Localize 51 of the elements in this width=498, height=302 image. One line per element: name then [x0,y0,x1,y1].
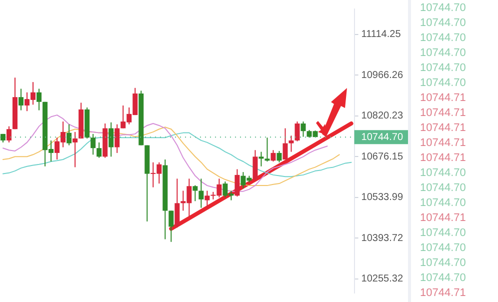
candlestick [264,137,270,162]
y-tick-label: 10255.32 [361,274,404,285]
candlestick [192,184,198,202]
text: 10744.71 [420,286,466,301]
text: 10744.70 [420,31,466,46]
text: 10744.70 [420,181,466,196]
y-tick-label: 10820.23 [361,110,404,122]
candlestick [252,150,258,182]
y-tick-label: 10533.99 [361,192,404,204]
text: 10744.70 [420,256,466,271]
candlestick [282,128,288,160]
candlestick [300,121,306,138]
candlestick [66,124,72,146]
y-tick-label: 10676.15 [361,151,404,162]
candlestick [270,150,276,162]
text: 10744.70 [420,76,466,91]
y-tick-label: 10966.26 [361,70,404,81]
text: 10744.71 [420,121,466,136]
text: 10744.70 [420,196,466,211]
candlestick [276,150,282,163]
text: 10744.70 [420,1,466,16]
text: 10744.70 [420,61,466,76]
candlestick [234,168,240,198]
text: 10744.71 [420,106,466,121]
text: 10744.71 [420,136,466,151]
candlestick [258,151,264,167]
text: 10744.70 [420,271,466,286]
text: 10744.70 [420,166,466,181]
candlestick [174,178,180,228]
text: 10744.70 [420,226,466,241]
candlestick [114,124,120,154]
candlestick [72,131,78,168]
y-tick-label: 11114.25 [361,29,402,40]
candlestick [198,178,204,208]
candlestick [36,88,42,111]
candlestick [18,88,24,111]
text: 10744.70 [420,241,466,256]
candlestick [108,122,114,158]
candlestick [90,133,96,156]
text: 10744.70 [420,46,466,61]
candlestick [96,142,102,158]
text: 10744.70 [420,16,466,31]
text: 10744.71 [420,211,466,226]
candlestick [294,121,300,142]
text: 10744.71 [420,91,466,106]
candlestick [6,126,12,143]
y-tick-label: 10393.72 [361,232,404,244]
ref-line-label: 10744.70 [361,132,404,143]
candlestick [288,135,294,152]
candlestick [168,210,174,242]
text: 10744.71 [420,151,466,166]
